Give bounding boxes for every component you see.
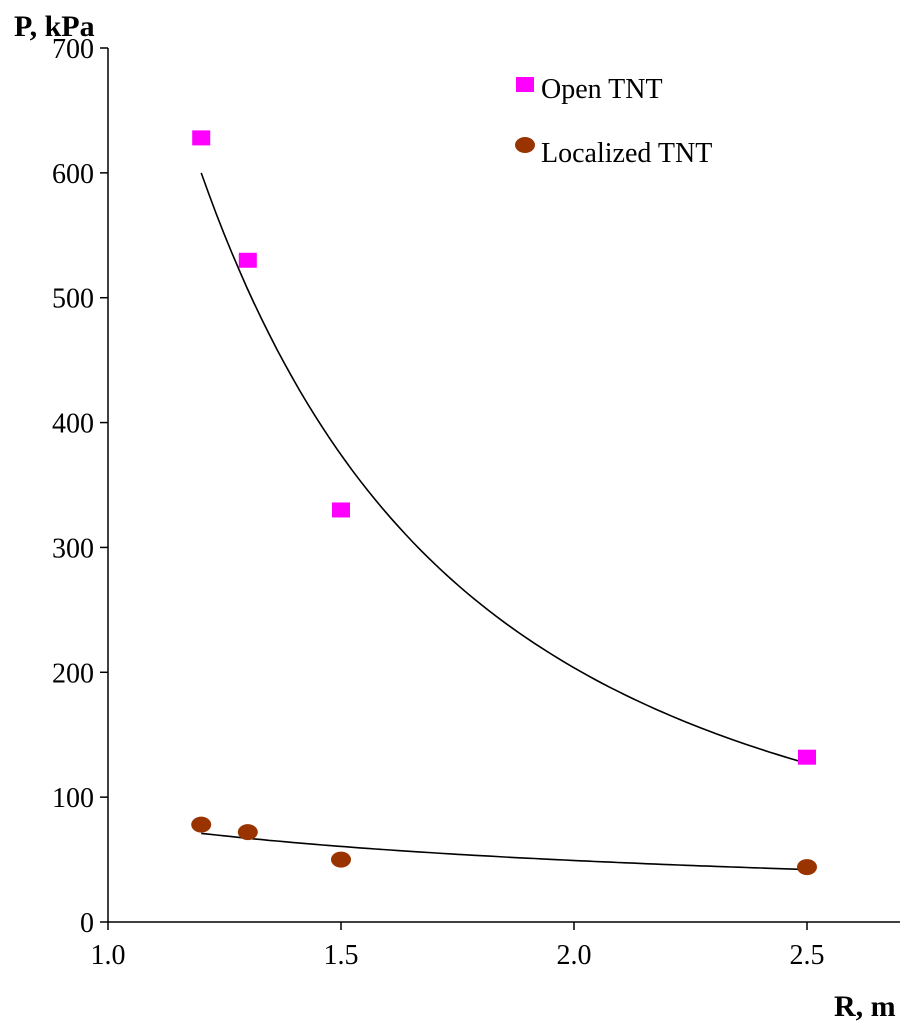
x-tick-label-2.5: 2.5	[790, 940, 825, 971]
x-tick-label-2: 2.0	[557, 940, 592, 971]
data-points	[191, 130, 817, 876]
point-localized-tnt-0	[191, 816, 212, 833]
x-tick-label-1.5: 1.5	[324, 940, 359, 971]
legend-marker-localized-tnt	[515, 137, 535, 153]
legend-label-open-tnt: Open TNT	[541, 74, 663, 105]
legend-marker-open-tnt	[516, 77, 534, 92]
point-localized-tnt-2	[331, 851, 351, 868]
y-tick-label-500: 500	[52, 284, 94, 315]
y-tick-label-700: 700	[52, 34, 94, 65]
y-tick-label-200: 200	[52, 658, 94, 689]
y-tick-label-300: 300	[52, 533, 94, 564]
trend-lines	[200, 172, 808, 871]
point-localized-tnt-3	[797, 859, 817, 876]
trend-line-open-tnt	[200, 172, 808, 765]
legend: Open TNT Localized TNT	[515, 74, 712, 169]
x-ticks: 1.0 1.5 2.0 2.5	[91, 922, 825, 971]
y-ticks: 0 100 200 300 400 500 600 700	[52, 34, 108, 939]
y-axis-title: P, kPa	[14, 10, 95, 43]
point-open-tnt-2	[332, 502, 350, 518]
y-tick-label-0: 0	[80, 908, 94, 939]
legend-label-localized-tnt: Localized TNT	[541, 138, 712, 169]
x-tick-label-1: 1.0	[91, 940, 126, 971]
y-tick-label-100: 100	[52, 783, 94, 814]
x-axis-title: R, m	[834, 990, 896, 1023]
y-tick-label-600: 600	[52, 159, 94, 190]
axes	[107, 48, 900, 923]
point-open-tnt-0	[192, 130, 211, 146]
point-localized-tnt-1	[237, 824, 258, 841]
point-open-tnt-1	[238, 252, 257, 268]
y-tick-label-400: 400	[52, 409, 94, 440]
point-open-tnt-3	[798, 749, 816, 765]
trend-line-localized-tnt	[201, 832, 808, 871]
